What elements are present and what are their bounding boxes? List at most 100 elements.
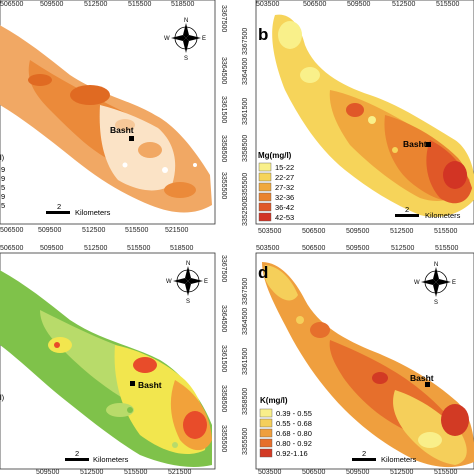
legend-d-label-3: 0.68 - 0.80 — [276, 429, 312, 438]
panel-b-map — [272, 14, 474, 217]
panel-d-ytick-2: 3364500 — [242, 308, 249, 335]
panel-d-xtick-5: 515500 — [435, 245, 458, 252]
panel-a-ytick-4: 3358500 — [220, 135, 227, 162]
panel-a-xtick-2: 509500 — [40, 1, 63, 8]
legend-b-title: Mg(mg/l) — [258, 151, 292, 160]
compass-w-d: W — [414, 280, 420, 286]
legend-a-entry-3: 5 — [1, 183, 5, 192]
panel-d-xtick-4: 512500 — [391, 245, 414, 252]
compass-s-a: S — [184, 56, 188, 62]
panel-b-xtick-3: 509500 — [347, 1, 370, 8]
panel-d-ytick-3: 3361500 — [242, 348, 249, 375]
legend-a-entry-4: 9 — [1, 192, 5, 201]
panel-d-bxtick-2: 506500 — [302, 469, 325, 474]
scale-number-d: 2 — [362, 449, 366, 458]
legend-d-label-1: 0.39 - 0.55 — [276, 409, 312, 418]
legend-b-swatch-2 — [258, 172, 272, 182]
compass-e-c: E — [204, 279, 208, 285]
legend-b-swatch-3 — [258, 182, 272, 192]
panel-d-ytick-1: 3367500 — [242, 278, 249, 305]
compass-s-c: S — [186, 299, 190, 305]
scale-unit-a: Kilometers — [75, 208, 111, 217]
scale-bar-a: 2 Kilometers — [46, 202, 111, 217]
legend-b-entries: 15-22 22-27 27-32 32-36 36-42 42-53 — [258, 162, 294, 222]
panel-d-ytick-4: 3358500 — [242, 388, 249, 415]
scale-bar-b: 2 Kilometers — [395, 205, 461, 220]
city-label-d: Basht — [410, 373, 434, 383]
legend-b-swatch-1 — [258, 162, 272, 172]
panel-a-map — [0, 25, 212, 213]
legend-b-label-1: 15-22 — [275, 163, 294, 172]
panel-c-bxtick-2: 512500 — [80, 469, 103, 474]
panel-b-bxtick-1: 503500 — [258, 228, 281, 235]
panel-letter-b: b — [258, 25, 268, 44]
panel-b-xtick-4: 512500 — [392, 1, 415, 8]
scale-unit-b: Kilometers — [425, 211, 461, 220]
panel-a-xtick-1: 506500 — [0, 1, 23, 8]
panel-a-xtick-5: 518500 — [171, 1, 194, 8]
panel-b: Basht b Mg(mg/l) 15-22 22-27 27-32 32-36… — [242, 0, 474, 235]
panel-b-xtick-2: 506500 — [303, 1, 326, 8]
panel-b-ytick-4: 3358500 — [242, 135, 249, 162]
panel-c-ytick-1: 3367500 — [220, 255, 227, 282]
legend-d-title: K(mg/l) — [260, 396, 288, 405]
city-label-c: Basht — [138, 380, 162, 390]
legend-b-label-5: 36-42 — [275, 203, 294, 212]
panel-a-ytick-1: 3367500 — [220, 5, 227, 32]
legend-a-entry-1: 9 — [1, 165, 5, 174]
panel-c-xtick-1: 506500 — [0, 245, 23, 252]
panel-b-ytick-2: 3364500 — [242, 58, 249, 85]
legend-d-swatch-4 — [259, 438, 273, 448]
panel-a-bxtick-4: 515500 — [125, 227, 148, 234]
compass-n-a: N — [184, 18, 188, 24]
panel-a-bxtick-5: 521500 — [165, 227, 188, 234]
basht-marker-b — [426, 142, 431, 147]
panel-d-map — [262, 262, 474, 467]
scale-number-a: 2 — [57, 202, 61, 211]
panel-c-ytick-5: 3355500 — [220, 425, 227, 452]
legend-d-swatch-2 — [259, 418, 273, 428]
legend-d-label-2: 0.55 - 0.68 — [276, 419, 312, 428]
panel-c-bxtick-4: 521500 — [168, 469, 191, 474]
panel-a: Basht l) 9 9 5 9 5 N S E W 2 Kilometers — [0, 0, 227, 234]
panel-letter-d: d — [258, 263, 268, 282]
legend-d: K(mg/l) 0.39 - 0.55 0.55 - 0.68 0.68 - 0… — [259, 396, 312, 458]
compass-e-d: E — [452, 280, 456, 286]
compass-n-d: N — [434, 262, 438, 268]
panel-c-map — [0, 270, 212, 467]
compass-icon-c: N S E W — [166, 261, 208, 305]
panel-b-ytick-5: 3355500 — [242, 173, 249, 200]
basht-marker-d — [425, 382, 430, 387]
legend-b-swatch-4 — [258, 192, 272, 202]
panel-c-xtick-2: 509500 — [40, 245, 63, 252]
basht-marker-c — [130, 381, 135, 386]
panel-c-ytick-3: 3361500 — [220, 345, 227, 372]
panel-c-xtick-3: 512500 — [84, 245, 107, 252]
panel-d-bxtick-1: 503500 — [258, 469, 281, 474]
panel-b-bxtick-4: 512500 — [390, 228, 413, 235]
panel-a-ytick-5: 3355500 — [220, 172, 227, 199]
panel-d-bxtick-4: 512500 — [390, 469, 413, 474]
panel-c-xtick-4: 515500 — [127, 245, 150, 252]
legend-d-label-5: 0.92-1.16 — [276, 449, 308, 458]
legend-d-swatch-5 — [259, 448, 273, 458]
panel-c: Basht l) N S E W 2 Kilometers 3367500 33… — [0, 245, 227, 474]
scale-unit-d: Kilometers — [381, 455, 417, 464]
panel-b-bxtick-2: 506500 — [302, 228, 325, 235]
legend-b-swatch-5 — [258, 202, 272, 212]
legend-a-title-fragment: l) — [0, 153, 5, 162]
panel-b-ytick-1: 3367500 — [242, 28, 249, 55]
panel-b-bxtick-3: 509500 — [346, 228, 369, 235]
panel-c-bxtick-1: 509500 — [36, 469, 59, 474]
legend-c-title-fragment: l) — [0, 393, 5, 402]
panel-a-xtick-3: 512500 — [84, 1, 107, 8]
scale-number-b: 2 — [405, 205, 409, 214]
city-label-b: Basht — [403, 139, 427, 149]
panel-b-xtick-1: 503500 — [256, 1, 279, 8]
legend-b-swatch-6 — [258, 212, 272, 222]
panel-a-ytick-3: 3361500 — [220, 96, 227, 123]
city-label-a: Basht — [110, 125, 134, 135]
panel-d-xtick-1: 503500 — [256, 245, 279, 252]
panel-a-bxtick-3: 512500 — [82, 227, 105, 234]
panel-b-ytick-3: 3361500 — [242, 98, 249, 125]
